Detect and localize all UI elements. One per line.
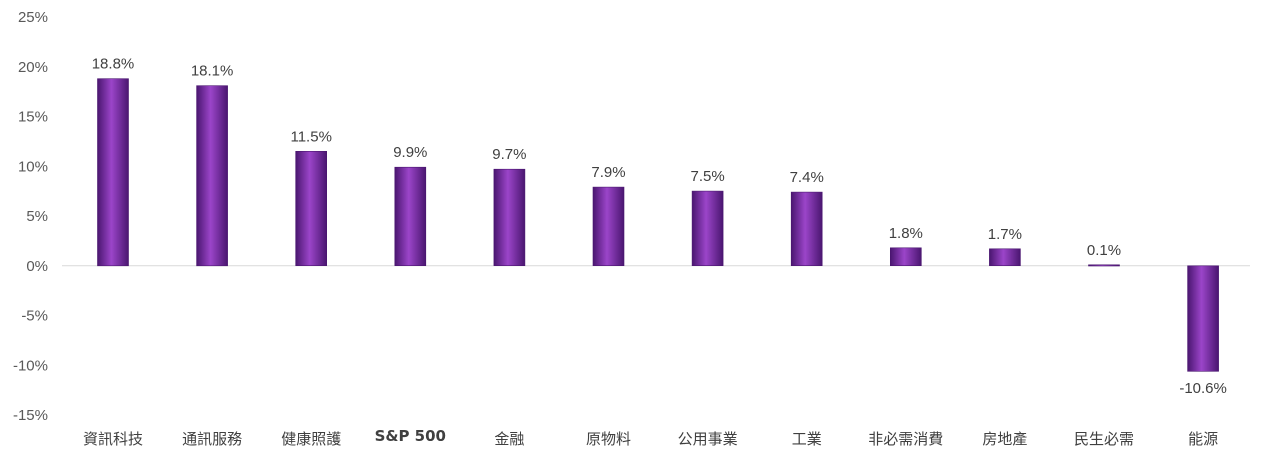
- data-label: 7.9%: [591, 164, 625, 181]
- category-labels-group: 資訊科技 通訊服務 健康照護 S&P 500 金融 原物料 公用事業 工業 非必需消費 房地產 民生…: [83, 427, 1218, 448]
- bars-group: [97, 78, 1219, 372]
- data-label: 9.7%: [492, 146, 526, 163]
- bar: [691, 190, 724, 267]
- y-tick-label: -15%: [13, 407, 48, 424]
- data-labels-group: 18.8% 18.1% 11.5% 9.9% 9.7% 7.9% 7.5% 7.4% 1.8% 1…: [92, 56, 1227, 398]
- y-tick-label: 25%: [18, 9, 48, 26]
- x-category-label: 原物料: [586, 430, 631, 448]
- y-tick-label: 20%: [18, 59, 48, 76]
- data-label: 0.1%: [1087, 242, 1121, 259]
- y-tick-label: -5%: [21, 308, 48, 325]
- bar: [889, 247, 922, 267]
- y-tick-label: -10%: [13, 357, 48, 374]
- data-label: 7.5%: [690, 168, 724, 185]
- x-category-label: 民生必需: [1074, 430, 1134, 448]
- x-category-label: 房地產: [982, 430, 1027, 448]
- y-tick-label: 10%: [18, 158, 48, 175]
- bar: [493, 168, 526, 266]
- data-label: 1.7%: [988, 226, 1022, 243]
- bar: [196, 85, 228, 267]
- data-label: 11.5%: [290, 128, 331, 145]
- bar: [790, 191, 823, 267]
- bar: [989, 248, 1021, 267]
- y-tick-label: 5%: [26, 208, 48, 225]
- data-label: 9.9%: [393, 144, 427, 161]
- x-category-label: 健康照護: [281, 430, 341, 448]
- x-category-label: 通訊服務: [182, 430, 242, 448]
- bar: [295, 151, 328, 267]
- data-label: -10.6%: [1179, 380, 1227, 397]
- bar: [592, 186, 625, 267]
- x-category-label: 金融: [494, 430, 524, 448]
- x-category-label: 公用事業: [678, 430, 738, 448]
- bar: [97, 78, 129, 267]
- x-category-label: 非必需消費: [868, 430, 943, 448]
- y-tick-label: 0%: [26, 258, 48, 275]
- y-tick-label: 15%: [18, 109, 48, 126]
- data-label: 18.8%: [92, 56, 135, 73]
- data-label: 1.8%: [889, 225, 923, 242]
- data-label: 18.1%: [191, 63, 234, 80]
- axis-layer: 25% 20% 15% 10% 5% 0% -5% -10% -15%: [13, 9, 1250, 424]
- bar: [1088, 264, 1120, 267]
- x-category-label: S&P 500: [375, 427, 446, 445]
- x-category-label: 能源: [1188, 430, 1218, 448]
- bar: [394, 166, 427, 266]
- x-category-label: 工業: [792, 430, 822, 448]
- x-category-label: 資訊科技: [83, 430, 143, 448]
- data-label: 7.4%: [790, 169, 824, 186]
- bar: [1187, 265, 1219, 372]
